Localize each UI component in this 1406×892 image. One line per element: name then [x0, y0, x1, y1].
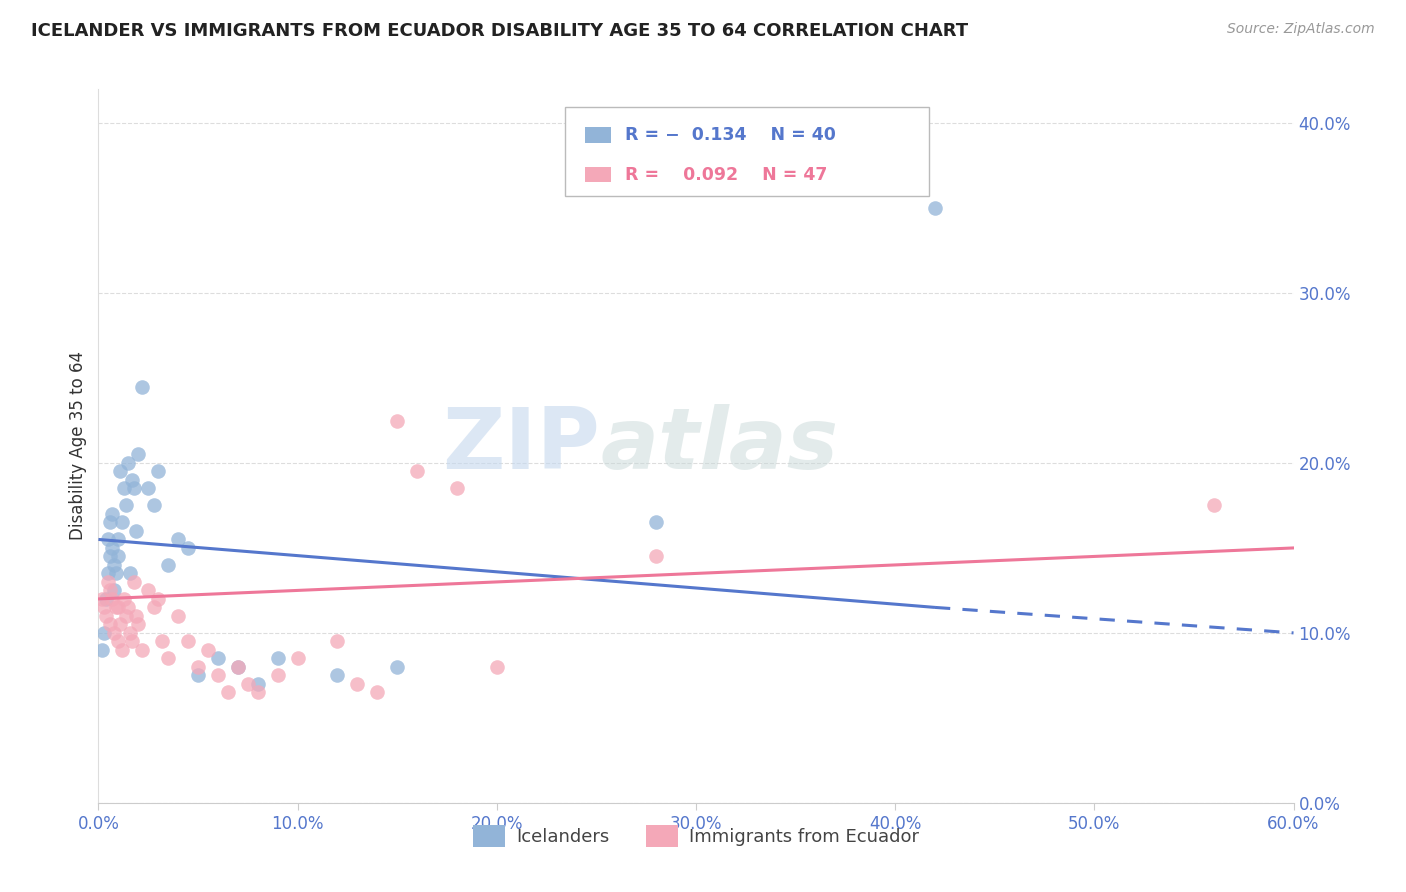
- Point: [446, 482, 468, 496]
- Point: [267, 651, 290, 665]
- Point: [101, 541, 124, 555]
- Point: [110, 617, 132, 632]
- Point: [107, 600, 129, 615]
- Point: [197, 643, 219, 657]
- Text: Source: ZipAtlas.com: Source: ZipAtlas.com: [1227, 22, 1375, 37]
- Point: [107, 549, 129, 564]
- Point: [207, 668, 229, 682]
- Point: [110, 465, 132, 479]
- Point: [115, 608, 138, 623]
- FancyBboxPatch shape: [585, 167, 612, 183]
- Text: atlas: atlas: [600, 404, 838, 488]
- Point: [645, 516, 668, 530]
- Legend: Icelanders, Immigrants from Ecuador: Icelanders, Immigrants from Ecuador: [465, 818, 927, 855]
- Point: [112, 482, 135, 496]
- Point: [157, 558, 180, 572]
- Point: [107, 533, 129, 547]
- Point: [125, 608, 148, 623]
- Point: [96, 591, 118, 606]
- Point: [924, 201, 946, 215]
- Point: [124, 482, 146, 496]
- Point: [105, 600, 128, 615]
- Point: [326, 668, 349, 682]
- Point: [236, 677, 259, 691]
- Point: [111, 516, 134, 530]
- Point: [98, 549, 122, 564]
- Point: [91, 591, 114, 606]
- Point: [101, 591, 124, 606]
- Point: [98, 516, 122, 530]
- Point: [177, 541, 200, 555]
- Point: [207, 651, 229, 665]
- Point: [127, 617, 149, 632]
- Point: [485, 660, 508, 674]
- Point: [148, 591, 170, 606]
- Point: [98, 617, 122, 632]
- Text: ZIP: ZIP: [443, 404, 600, 488]
- Point: [98, 583, 122, 598]
- Point: [131, 379, 153, 393]
- Point: [226, 660, 249, 674]
- Point: [136, 482, 159, 496]
- Point: [91, 643, 114, 657]
- Point: [385, 660, 409, 674]
- Point: [107, 634, 129, 648]
- Point: [366, 685, 388, 699]
- Point: [115, 499, 138, 513]
- Point: [246, 677, 269, 691]
- Point: [143, 499, 166, 513]
- Point: [120, 566, 142, 581]
- Point: [226, 660, 249, 674]
- Point: [127, 448, 149, 462]
- Point: [143, 600, 166, 615]
- Point: [97, 533, 120, 547]
- Point: [167, 608, 190, 623]
- Point: [117, 600, 139, 615]
- Point: [177, 634, 200, 648]
- Point: [187, 660, 209, 674]
- Point: [326, 634, 349, 648]
- Point: [217, 685, 239, 699]
- Point: [148, 465, 170, 479]
- Point: [157, 651, 180, 665]
- Point: [645, 549, 668, 564]
- Point: [97, 566, 120, 581]
- Point: [103, 558, 125, 572]
- Point: [93, 626, 115, 640]
- Point: [101, 507, 124, 521]
- FancyBboxPatch shape: [585, 128, 612, 143]
- Point: [112, 591, 135, 606]
- Point: [124, 574, 146, 589]
- Point: [125, 524, 148, 538]
- Point: [97, 574, 120, 589]
- Point: [111, 643, 134, 657]
- Point: [96, 608, 118, 623]
- Y-axis label: Disability Age 35 to 64: Disability Age 35 to 64: [69, 351, 87, 541]
- Point: [117, 456, 139, 470]
- Point: [105, 566, 128, 581]
- Point: [150, 634, 173, 648]
- Point: [136, 583, 159, 598]
- Point: [121, 473, 143, 487]
- Text: ICELANDER VS IMMIGRANTS FROM ECUADOR DISABILITY AGE 35 TO 64 CORRELATION CHART: ICELANDER VS IMMIGRANTS FROM ECUADOR DIS…: [31, 22, 969, 40]
- Point: [121, 634, 143, 648]
- Point: [406, 465, 429, 479]
- Point: [167, 533, 190, 547]
- Point: [385, 413, 409, 427]
- Point: [346, 677, 368, 691]
- Point: [267, 668, 290, 682]
- Point: [120, 626, 142, 640]
- Text: R =    0.092    N = 47: R = 0.092 N = 47: [626, 166, 828, 184]
- Point: [103, 583, 125, 598]
- Point: [131, 643, 153, 657]
- Text: R = − 0.134    N = 40: R = − 0.134 N = 40: [626, 127, 837, 145]
- Point: [103, 626, 125, 640]
- Point: [1202, 499, 1225, 513]
- Point: [246, 685, 269, 699]
- FancyBboxPatch shape: [565, 107, 929, 196]
- Point: [93, 600, 115, 615]
- Point: [187, 668, 209, 682]
- Point: [287, 651, 309, 665]
